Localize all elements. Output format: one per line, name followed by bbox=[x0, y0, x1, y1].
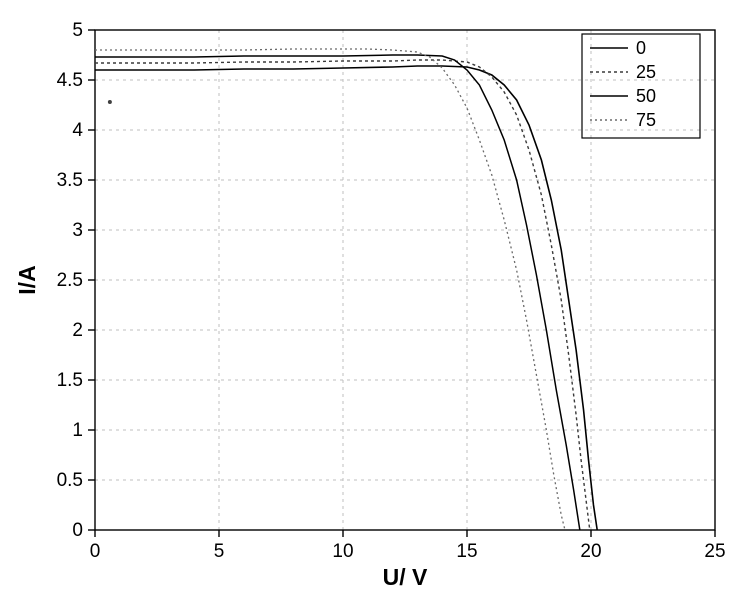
xtick-label: 5 bbox=[214, 541, 225, 562]
ytick-label: 5 bbox=[72, 20, 83, 41]
xtick-label: 0 bbox=[90, 541, 101, 562]
ytick-label: 4 bbox=[72, 120, 83, 141]
xtick-label: 20 bbox=[580, 541, 601, 562]
xtick-label: 10 bbox=[332, 541, 353, 562]
y-axis-label: I/A bbox=[14, 265, 40, 294]
chart-container: { "chart": { "type": "line", "width": 75… bbox=[0, 0, 756, 600]
ytick-label: 0 bbox=[72, 520, 83, 541]
legend-label: 25 bbox=[636, 62, 656, 82]
legend-label: 75 bbox=[636, 110, 656, 130]
legend-label: 50 bbox=[636, 86, 656, 106]
ytick-label: 1 bbox=[72, 420, 83, 441]
x-axis-label: U/ V bbox=[383, 564, 428, 590]
ytick-label: 3 bbox=[72, 220, 83, 241]
legend-label: 0 bbox=[636, 38, 646, 58]
ytick-label: 3.5 bbox=[57, 170, 83, 191]
ytick-label: 4.5 bbox=[57, 70, 83, 91]
ytick-label: 2 bbox=[72, 320, 83, 341]
ytick-label: 2.5 bbox=[57, 270, 83, 291]
iv-curve-chart: 0 5 10 15 20 25 0 0.5 1 1.5 2 2.5 3 3.5 4 4.5 5 U/ V I/A 0 2… bbox=[0, 0, 756, 600]
xtick-label: 15 bbox=[456, 541, 477, 562]
ytick-label: 0.5 bbox=[57, 470, 83, 491]
ytick-label: 1.5 bbox=[57, 370, 83, 391]
xtick-label: 25 bbox=[704, 541, 725, 562]
scatter-point bbox=[108, 100, 112, 104]
